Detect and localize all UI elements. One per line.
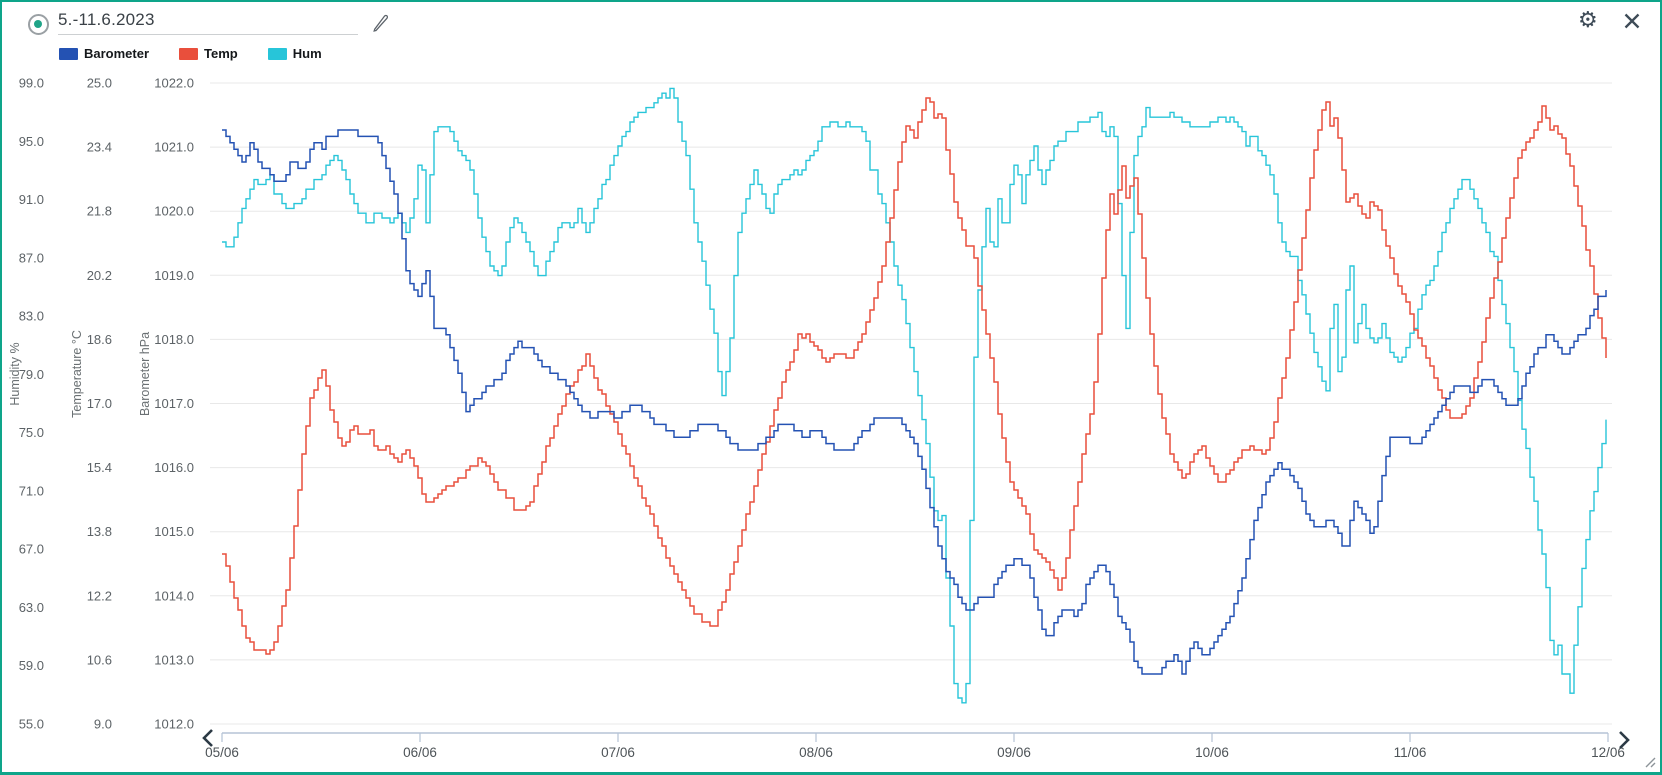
humidity-tick-label: 75.0 <box>19 425 44 440</box>
humidity-tick-label: 71.0 <box>19 483 44 498</box>
humidity-axis-title: Humidity % <box>8 342 22 405</box>
temperature-tick-label: 17.0 <box>87 396 112 411</box>
humidity-tick-label: 55.0 <box>19 717 44 732</box>
humidity-tick-label: 99.0 <box>19 76 44 91</box>
temperature-tick-label: 10.6 <box>87 652 112 667</box>
radio-dot-icon <box>34 20 42 28</box>
x-axis-day-label: 10/06 <box>1195 745 1229 760</box>
legend-item-barometer[interactable]: Barometer <box>59 46 149 61</box>
settings-gear-icon[interactable]: ⚙ <box>1578 7 1598 32</box>
barometer-tick-label: 1018.0 <box>154 332 194 347</box>
barometer-axis-title: Barometer hPa <box>138 332 152 416</box>
temp-series-line <box>222 97 1607 655</box>
legend-label: Barometer <box>84 46 150 61</box>
temperature-tick-label: 23.4 <box>87 140 112 155</box>
x-axis-day-label: 12/06 <box>1591 745 1625 760</box>
barometer-tick-label: 1021.0 <box>154 140 194 155</box>
x-axis-day-label: 09/06 <box>997 745 1031 760</box>
close-icon[interactable] <box>1624 13 1640 33</box>
barometer-tick-label: 1020.0 <box>154 204 194 219</box>
resize-handle[interactable] <box>1642 754 1656 768</box>
legend-swatch-icon <box>59 47 78 60</box>
humidity-tick-label: 79.0 <box>19 367 44 382</box>
scroll-left-button[interactable] <box>200 728 216 748</box>
chart-legend: Barometer Temp Hum <box>59 46 322 61</box>
legend-label: Hum <box>292 46 322 61</box>
x-axis-day-label: 05/06 <box>205 745 239 760</box>
x-axis-day-label: 06/06 <box>403 745 437 760</box>
series-lines <box>222 87 1607 704</box>
date-range-value: 5.-11.6.2023 <box>58 10 155 29</box>
radio-button-icon[interactable] <box>28 14 49 35</box>
barometer-tick-label: 1013.0 <box>154 652 194 667</box>
legend-item-hum[interactable]: Hum <box>267 46 322 61</box>
temperature-tick-label: 13.8 <box>87 524 112 539</box>
x-axis-day-label: 07/06 <box>601 745 635 760</box>
humidity-series-line <box>222 87 1607 704</box>
legend-swatch-icon <box>179 47 199 60</box>
humidity-tick-label: 87.0 <box>19 250 44 265</box>
barometer-tick-label: 1016.0 <box>154 460 194 475</box>
x-axis-day-label: 11/06 <box>1394 745 1427 760</box>
humidity-tick-label: 91.0 <box>19 192 44 207</box>
date-range-input[interactable]: 5.-11.6.2023 <box>58 10 358 35</box>
temperature-tick-label: 9.0 <box>94 717 112 732</box>
temperature-tick-label: 12.2 <box>87 588 112 603</box>
temperature-tick-label: 18.6 <box>87 332 112 347</box>
barometer-tick-label: 1019.0 <box>154 268 194 283</box>
temperature-axis-title: Temperature °C <box>70 330 84 418</box>
temperature-tick-label: 25.0 <box>87 76 112 91</box>
legend-swatch-icon <box>267 47 287 60</box>
barometer-tick-label: 1017.0 <box>154 396 194 411</box>
temperature-tick-label: 20.2 <box>87 268 112 283</box>
humidity-tick-label: 59.0 <box>19 658 44 673</box>
barometer-tick-label: 1022.0 <box>154 76 194 91</box>
barometer-series-line <box>222 129 1607 675</box>
barometer-tick-label: 1014.0 <box>154 588 194 603</box>
temperature-tick-label: 21.8 <box>87 204 112 219</box>
legend-label: Temp <box>204 46 238 61</box>
scroll-right-button[interactable] <box>1616 730 1632 750</box>
humidity-tick-label: 67.0 <box>19 542 44 557</box>
humidity-tick-label: 63.0 <box>19 600 44 615</box>
edit-pencil-icon[interactable] <box>372 13 390 37</box>
humidity-tick-label: 83.0 <box>19 309 44 324</box>
x-axis-day-label: 08/06 <box>799 745 833 760</box>
humidity-tick-label: 95.0 <box>19 134 44 149</box>
legend-item-temp[interactable]: Temp <box>179 46 238 61</box>
barometer-tick-label: 1015.0 <box>154 524 194 539</box>
temperature-tick-label: 15.4 <box>87 460 112 475</box>
barometer-tick-label: 1012.0 <box>154 717 194 732</box>
